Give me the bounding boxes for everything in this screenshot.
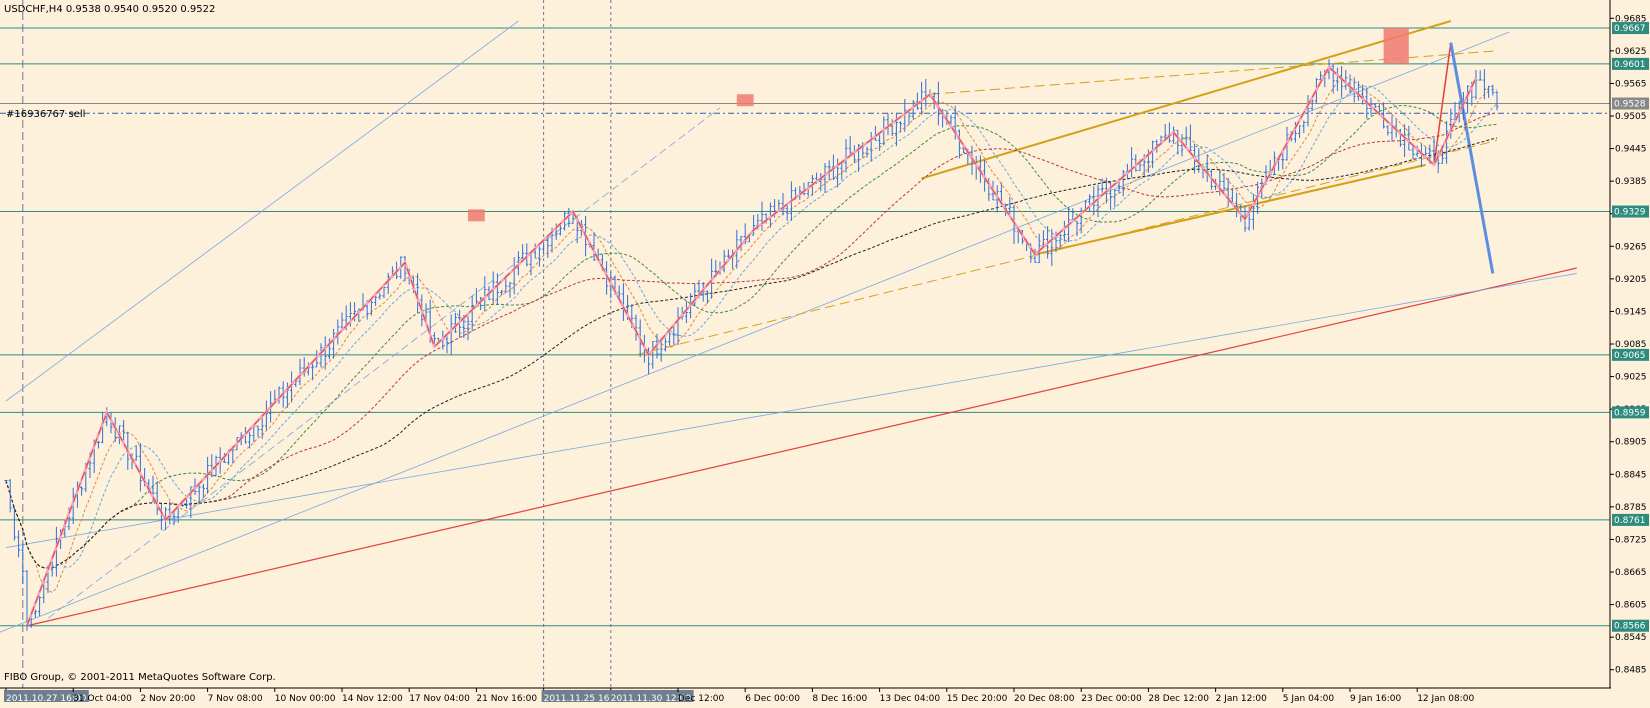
x-tick-highlight	[608, 690, 694, 702]
pattern-overlay	[25, 28, 1478, 627]
price-level-tag-label: 0.9601	[1614, 60, 1646, 70]
x-tick-label: 9 Jan 16:00	[1350, 694, 1402, 704]
y-tick-label: 0.8785	[1615, 503, 1647, 513]
channel-upper-line	[921, 20, 1452, 180]
price-axis: 0.9685 0.9625 0.9565 0.9505 0.9445 0.9385 0.93…	[1610, 14, 1649, 676]
x-tick-label: 21 Nov 16:00	[476, 694, 537, 704]
x-tick-highlight	[541, 690, 627, 702]
x-tick-label: 13 Dec 04:00	[880, 694, 941, 704]
time-axis-panel	[0, 689, 1610, 708]
moving-average-line	[5, 85, 1498, 569]
x-tick-label: 15 Dec 20:00	[947, 694, 1008, 704]
trend-line-blue	[0, 31, 1510, 633]
x-tick-label: 2011.11.30 12:00	[611, 694, 692, 704]
x-tick-highlight	[4, 690, 89, 702]
y-tick-label: 0.8845	[1615, 470, 1647, 480]
moving-average-line	[5, 105, 1498, 569]
price-level-tag-label: 0.9528	[1614, 100, 1646, 110]
y-tick-label: 0.8725	[1615, 535, 1647, 545]
moving-average-line	[5, 137, 1498, 569]
x-tick-label: 31 Oct 04:00	[73, 694, 132, 704]
channel-lower-line	[1034, 163, 1426, 256]
copyright-text: FIBO Group, © 2001-2011 MetaQuotes Softw…	[4, 672, 276, 683]
price-level-tag-label: 0.8566	[1614, 622, 1646, 632]
y-tick-label: 0.8485	[1615, 666, 1647, 676]
x-tick-label: Dec 12:00	[678, 694, 724, 704]
y-tick-label: 0.9565	[1615, 79, 1647, 89]
vertical-separators	[22, 0, 612, 688]
x-tick-label: 2 Nov 20:00	[140, 694, 195, 704]
target-box	[468, 209, 485, 222]
zigzag-dashed	[26, 66, 1477, 626]
x-tick-label: 8 Dec 16:00	[812, 694, 867, 704]
y-tick-label: 0.9685	[1615, 14, 1647, 24]
y-tick-label: 0.8545	[1615, 633, 1647, 643]
y-tick-label: 0.8665	[1615, 568, 1647, 578]
drawn-objects	[0, 20, 1577, 633]
y-tick-label: 0.9265	[1615, 242, 1647, 252]
x-tick-label: 28 Dec 12:00	[1148, 694, 1209, 704]
x-tick-label: 12 Jan 08:00	[1417, 694, 1474, 704]
x-tick-label: 17 Nov 04:00	[409, 694, 470, 704]
price-level-tag	[1612, 205, 1649, 218]
forecast-line-down	[1449, 42, 1495, 274]
price-level-tag-label: 0.9667	[1614, 24, 1646, 34]
y-tick-label: 0.9505	[1615, 112, 1647, 122]
trend-line-red	[26, 267, 1577, 627]
trend-line-blue	[5, 273, 1577, 548]
x-tick-label: 7 Nov 08:00	[208, 694, 263, 704]
x-tick-label: 20 Dec 08:00	[1014, 694, 1075, 704]
price-level-tag	[1612, 619, 1649, 632]
price-level-tag-label: 0.8959	[1614, 408, 1646, 418]
trend-line-blue-dashed	[47, 107, 721, 619]
y-tick-label: 0.8605	[1615, 601, 1647, 611]
price-level-tag	[1612, 348, 1649, 361]
y-tick-label: 0.9205	[1615, 275, 1647, 285]
x-tick-label: 2 Jan 12:00	[1216, 694, 1268, 704]
y-tick-label: 0.9085	[1615, 340, 1647, 350]
horizontal-levels	[0, 27, 1610, 627]
y-tick-label: 0.9445	[1615, 145, 1647, 155]
x-tick-label: 6 Dec 00:00	[745, 694, 800, 704]
price-level-tag	[1612, 406, 1649, 419]
y-tick-label: 0.8905	[1615, 438, 1647, 448]
order-label: #16936767 sell	[6, 109, 85, 120]
price-level-tag-label: 0.9065	[1614, 351, 1646, 361]
x-tick-label: 10 Nov 00:00	[275, 694, 336, 704]
price-level-tag	[1612, 97, 1649, 110]
x-tick-label: 23 Dec 00:00	[1081, 694, 1142, 704]
x-tick-label: 2011.11.25 16:00	[544, 694, 625, 704]
y-tick-label: 0.9385	[1615, 177, 1647, 187]
y-tick-label: 0.9625	[1615, 47, 1647, 57]
price-level-tag-label: 0.9329	[1614, 208, 1646, 218]
chart-header: USDCHF,H4 0.9538 0.9540 0.9520 0.9522	[4, 4, 215, 15]
price-level-tag	[1612, 22, 1649, 35]
x-tick-label: 14 Nov 12:00	[342, 694, 403, 704]
moving-average-line	[5, 76, 1498, 593]
target-box	[736, 94, 754, 107]
x-tick-label: 5 Jan 04:00	[1283, 694, 1335, 704]
price-level-tag-label: 0.8761	[1614, 516, 1646, 526]
y-tick-label: 0.9025	[1615, 373, 1647, 383]
price-level-tag	[1612, 57, 1649, 70]
moving-averages	[5, 76, 1498, 593]
x-tick-label: 2011.10.27 16:00	[6, 694, 87, 704]
trend-line-blue	[5, 20, 519, 402]
price-level-tag	[1612, 513, 1649, 526]
target-box	[1383, 28, 1409, 64]
y-tick-label: 0.9145	[1615, 307, 1647, 317]
